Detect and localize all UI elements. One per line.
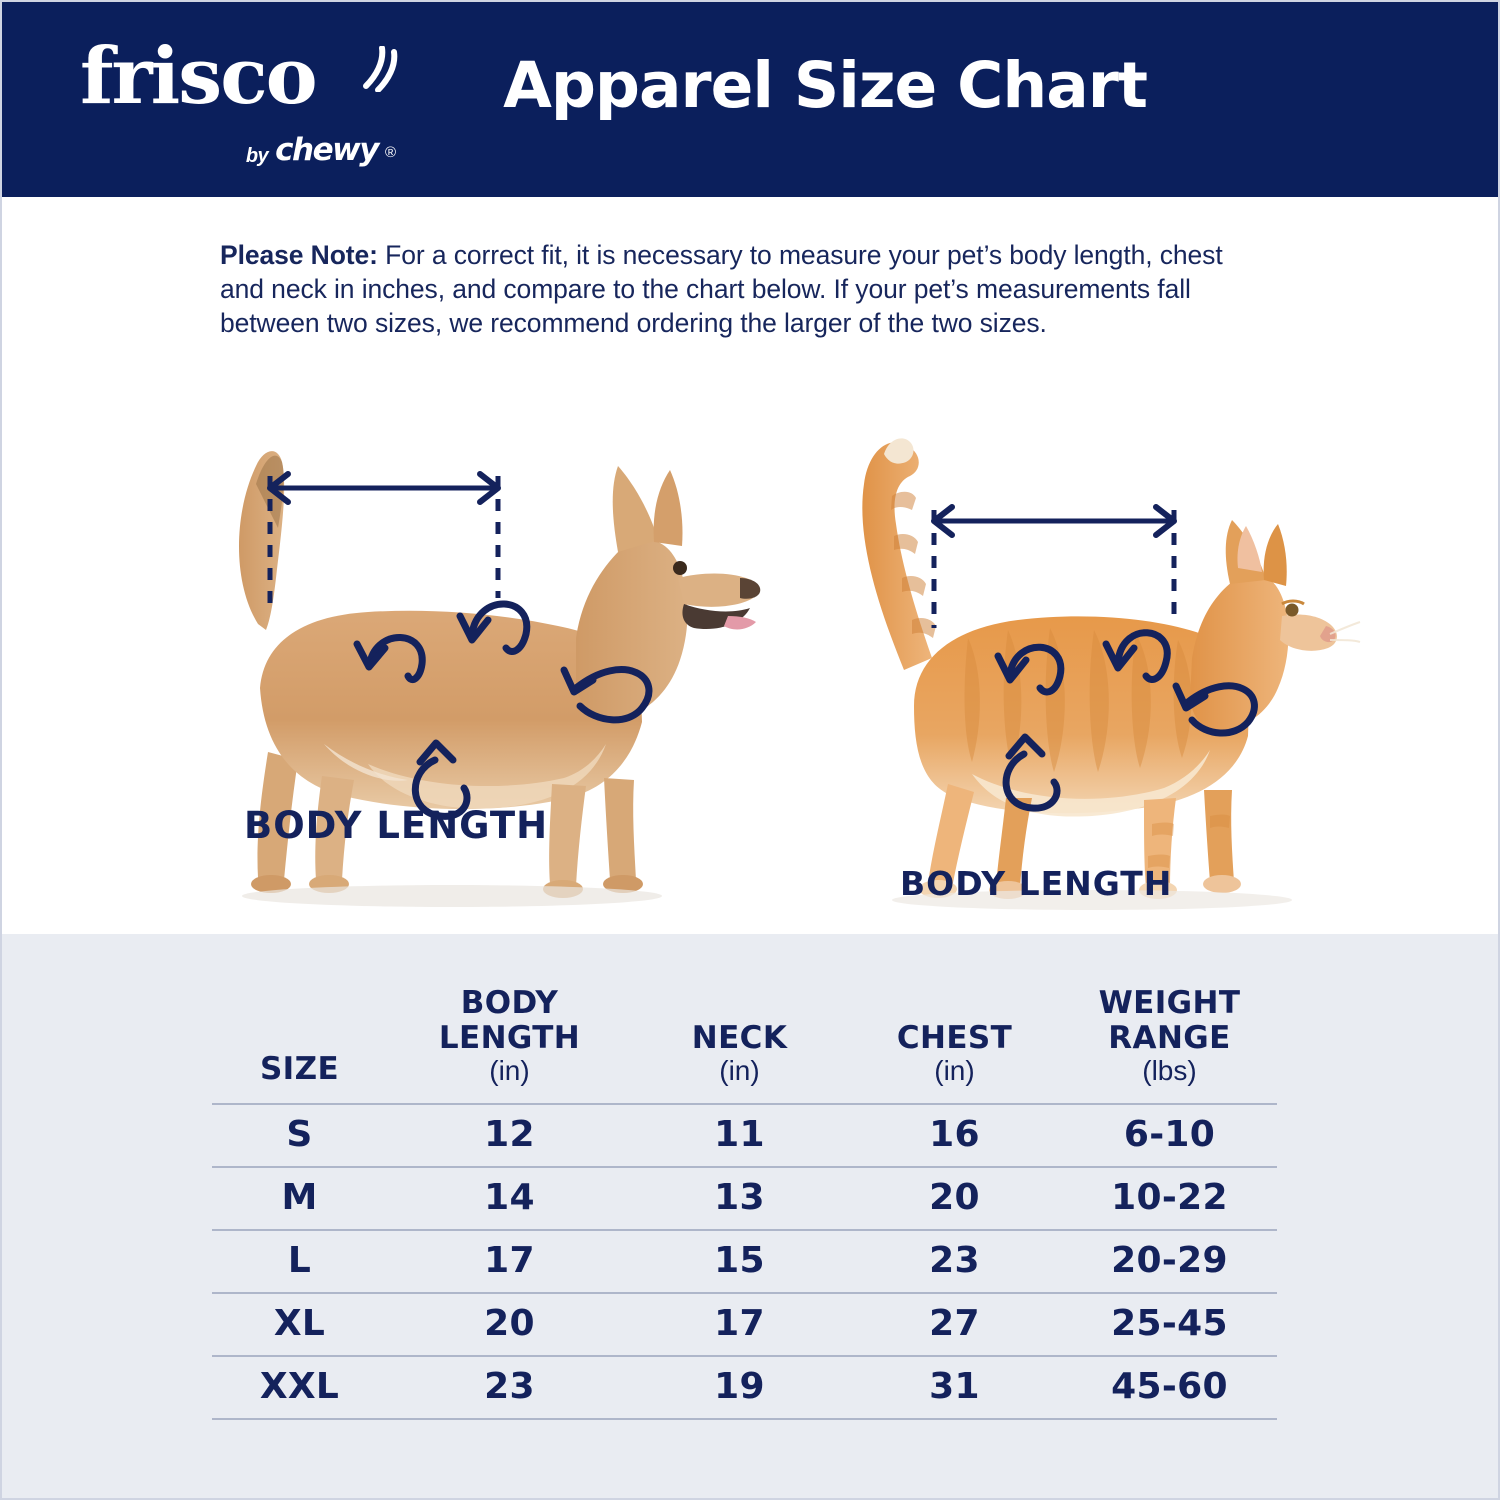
column-header-body-length-unit: (in)	[489, 1055, 530, 1087]
cell-weight-range: 6-10	[1123, 1113, 1216, 1155]
cell-neck: 13	[714, 1176, 765, 1218]
cell-chest: 16	[929, 1113, 980, 1155]
column-header-body-length-label: BODY LENGTH	[438, 985, 581, 1056]
cell-neck: 15	[714, 1239, 765, 1281]
cat-diagram	[862, 438, 1361, 910]
cell-body-length: 12	[484, 1113, 535, 1155]
cell-body-length: 14	[484, 1176, 535, 1218]
please-note-text: Please Note: For a correct fit, it is ne…	[220, 238, 1250, 341]
column-header-size-label: SIZE	[259, 1051, 340, 1088]
table-row: S 12 11 16 6-10	[212, 1103, 1277, 1167]
table-row: L 17 15 23 20-29	[212, 1229, 1277, 1293]
column-header-weight-range-unit: (lbs)	[1142, 1055, 1197, 1087]
cell-chest: 23	[929, 1239, 980, 1281]
cat-neck-arrow	[1172, 682, 1258, 737]
table-row: XXL 23 19 31 45-60	[212, 1355, 1277, 1419]
cell-body-length: 17	[484, 1239, 535, 1281]
cell-neck: 17	[714, 1302, 765, 1344]
column-header-body-length: BODY LENGTH (in)	[387, 986, 632, 1104]
dog-chest-arrow	[411, 739, 471, 820]
dog-diagram	[239, 451, 761, 907]
cat-body-length-arrow	[931, 504, 1177, 628]
cell-weight-range: 20-29	[1111, 1239, 1228, 1281]
column-header-chest-label: CHEST	[896, 1019, 1013, 1056]
cell-chest: 27	[929, 1302, 980, 1344]
cell-weight-range: 10-22	[1111, 1176, 1228, 1218]
cat-girth-arrow	[994, 629, 1171, 696]
table-row: XL 20 17 27 25-45	[212, 1292, 1277, 1356]
dog-body-length-label: BODY LENGTH	[244, 804, 549, 847]
column-header-chest-unit: (in)	[934, 1055, 975, 1087]
cell-size: M	[281, 1176, 318, 1218]
cell-body-length: 20	[484, 1302, 535, 1344]
measurement-diagrams: BODY LENGTH NECK CHEST	[2, 392, 1498, 1243]
dog-body-length-arrow	[267, 471, 501, 604]
table-row: M 14 13 20 10-22	[212, 1166, 1277, 1230]
column-header-neck: NECK (in)	[632, 986, 847, 1104]
cell-size: L	[287, 1239, 312, 1281]
registered-trademark-icon: ®	[384, 144, 396, 161]
cell-size: XL	[273, 1302, 326, 1344]
cell-weight-range: 25-45	[1111, 1302, 1228, 1344]
page-title: Apparel Size Chart	[503, 49, 1148, 122]
cell-chest: 20	[929, 1176, 980, 1218]
cell-neck: 19	[714, 1365, 765, 1407]
frisco-logo[interactable]: frisco ® by chewy	[80, 31, 398, 168]
please-note-body: For a correct fit, it is necessary to me…	[220, 240, 1223, 339]
please-note-label: Please Note:	[220, 240, 378, 270]
cell-weight-range: 45-60	[1111, 1365, 1228, 1407]
cell-size: XXL	[259, 1365, 340, 1407]
cell-body-length: 23	[484, 1365, 535, 1407]
cell-size: S	[286, 1113, 313, 1155]
column-header-size: SIZE	[212, 986, 387, 1104]
cat-body-length-label: BODY LENGTH	[900, 864, 1173, 903]
cat-chest-arrow	[1002, 733, 1061, 812]
page-header: frisco ® by chewy Apparel Size Chart	[2, 2, 1498, 197]
by-chewy-lockup: by chewy	[245, 132, 380, 168]
table-header-row: SIZE BODY LENGTH (in) NECK (in) CHEST (i…	[212, 986, 1277, 1104]
column-header-chest: CHEST (in)	[847, 986, 1062, 1104]
cell-chest: 31	[929, 1365, 980, 1407]
column-header-weight-range-label: WEIGHT RANGE	[1098, 985, 1241, 1056]
size-table-head: SIZE BODY LENGTH (in) NECK (in) CHEST (i…	[212, 986, 1277, 1104]
size-table-panel: SIZE BODY LENGTH (in) NECK (in) CHEST (i…	[2, 934, 1498, 1498]
size-table: SIZE BODY LENGTH (in) NECK (in) CHEST (i…	[212, 986, 1277, 1420]
column-header-neck-unit: (in)	[719, 1055, 760, 1087]
dog-girth-arrow	[353, 600, 531, 683]
by-label: by	[245, 145, 269, 167]
frisco-wordmark: frisco	[80, 31, 318, 122]
dog-neck-arrow	[560, 666, 653, 724]
size-table-body: S 12 11 16 6-10 M 14 13 20 10-22 L 17 15 23 20-29 XL 20 1…	[212, 1103, 1277, 1419]
cell-neck: 11	[714, 1113, 765, 1155]
chewy-wordmark: chewy	[275, 132, 379, 168]
column-header-weight-range: WEIGHT RANGE (lbs)	[1062, 986, 1277, 1104]
frisco-swoosh-icon	[363, 46, 398, 92]
column-header-neck-label: NECK	[691, 1019, 788, 1056]
